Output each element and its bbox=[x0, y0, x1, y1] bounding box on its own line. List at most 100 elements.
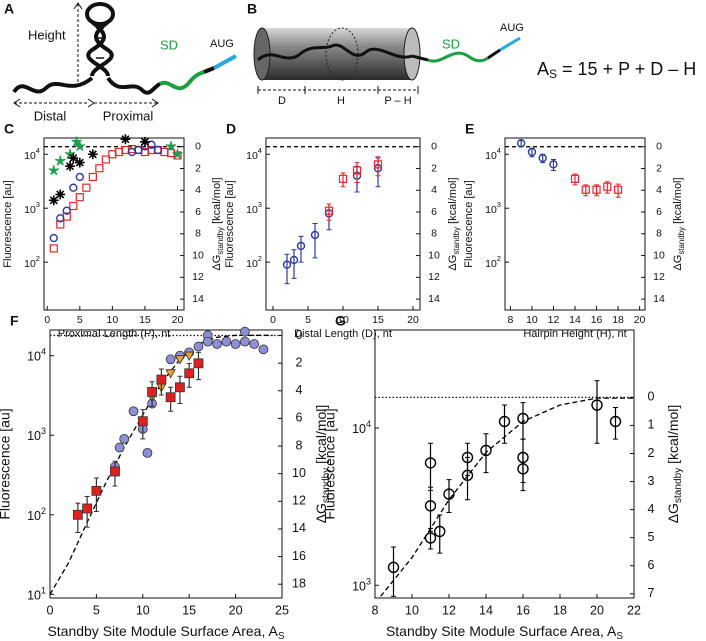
point bbox=[516, 139, 526, 148]
point bbox=[75, 193, 84, 202]
point bbox=[249, 339, 260, 349]
y-axis-title: Fluorescence [au] bbox=[0, 408, 13, 519]
point bbox=[387, 561, 400, 574]
error-cap bbox=[483, 433, 489, 474]
point bbox=[128, 406, 139, 417]
panel-letter: G bbox=[335, 313, 346, 329]
sd-label: SD bbox=[442, 36, 460, 51]
diagram-b: B SD AUG D H P – H AS = 15 + P + D – H bbox=[247, 1, 696, 107]
point bbox=[110, 466, 120, 477]
y2-tick-label: 0 bbox=[656, 140, 662, 152]
point bbox=[424, 500, 437, 512]
sd-segment bbox=[427, 51, 489, 63]
x-axis-title-part: Standby Site Module Surface Area, A bbox=[47, 623, 278, 639]
error-cap bbox=[446, 479, 452, 514]
y2-axis-title-part: [kcal/mol] bbox=[665, 405, 681, 468]
y-tick-label: 102 bbox=[485, 254, 501, 270]
y2-tick-label: 2 bbox=[431, 162, 437, 174]
y2-axis-title-part: standby bbox=[673, 467, 684, 503]
arrow-head bbox=[73, 2, 83, 10]
point bbox=[221, 336, 232, 347]
y2-axis-title-part: standby bbox=[216, 227, 225, 255]
base-pairs bbox=[96, 27, 104, 69]
y2-tick-label: 6 bbox=[648, 558, 655, 572]
x-tick-label: 10 bbox=[526, 314, 538, 326]
x-axis-title: Standby Site Module Surface Area, AS bbox=[47, 623, 284, 641]
aug-label: AUG bbox=[500, 22, 524, 34]
point bbox=[239, 326, 250, 337]
y2-tick-label: 10 bbox=[192, 249, 204, 261]
y2-tick-label: 5 bbox=[648, 530, 655, 544]
point bbox=[184, 368, 195, 379]
error-cap bbox=[550, 158, 556, 171]
x-tick-label: 15 bbox=[372, 314, 384, 326]
point bbox=[165, 354, 176, 365]
point bbox=[373, 160, 383, 169]
y2-axis-title-part: [kcal/mol] bbox=[672, 177, 684, 227]
x-tick-label: 20 bbox=[634, 314, 646, 326]
y-tick-label: 101 bbox=[27, 586, 46, 603]
point bbox=[101, 155, 110, 164]
point bbox=[56, 214, 65, 223]
x-tick-label: 10 bbox=[337, 314, 349, 326]
equation-lhs: A bbox=[537, 59, 549, 79]
point bbox=[147, 387, 157, 397]
point bbox=[65, 161, 75, 172]
point bbox=[549, 160, 558, 169]
point bbox=[62, 206, 71, 215]
error-cap bbox=[84, 495, 90, 528]
y2-tick-label: 14 bbox=[428, 293, 440, 305]
x-tick-label: 16 bbox=[516, 603, 530, 617]
y-axis-title: Fluorescence [au] bbox=[224, 180, 236, 267]
point bbox=[424, 457, 437, 469]
y2-tick-label: 10 bbox=[292, 466, 306, 480]
y2-tick-label: 4 bbox=[431, 184, 437, 196]
error-cap bbox=[583, 184, 589, 197]
y2-tick-label: 18 bbox=[292, 576, 306, 590]
error-cap bbox=[340, 172, 346, 188]
error-cap bbox=[195, 351, 201, 381]
panel-letter: B bbox=[247, 1, 257, 17]
plot-frame bbox=[43, 137, 185, 311]
x-tick-label: 16 bbox=[591, 314, 603, 326]
point bbox=[212, 339, 222, 349]
point bbox=[289, 255, 299, 265]
point bbox=[424, 532, 437, 544]
y2-tick-label: 6 bbox=[195, 206, 201, 218]
plot-frame bbox=[504, 137, 646, 311]
error-cap bbox=[149, 381, 155, 407]
point bbox=[142, 447, 153, 458]
point bbox=[174, 355, 186, 365]
cylinder-end bbox=[403, 27, 421, 81]
cylinder bbox=[262, 28, 412, 80]
y-axis-title: Fluorescence [au] bbox=[2, 180, 14, 267]
point bbox=[461, 451, 474, 464]
y2-tick-label: 8 bbox=[656, 228, 662, 240]
point bbox=[258, 344, 269, 355]
error-cap bbox=[140, 409, 146, 440]
error-cap bbox=[428, 442, 433, 492]
x-tick-label: 18 bbox=[553, 603, 567, 617]
x-tick-label: 22 bbox=[627, 603, 641, 617]
y2-axis-title-part: [kcal/mol] bbox=[447, 177, 459, 227]
point bbox=[91, 485, 102, 496]
y2-tick-label: 6 bbox=[296, 411, 303, 425]
point bbox=[603, 182, 612, 191]
error-cap bbox=[168, 386, 174, 412]
point bbox=[193, 358, 204, 369]
error-cap bbox=[312, 223, 318, 259]
y-tick-label: 104 bbox=[352, 419, 371, 436]
error-cap bbox=[112, 460, 118, 487]
error-cap bbox=[93, 477, 99, 512]
rna-outside bbox=[411, 54, 429, 62]
y2-axis-title-part: ΔG bbox=[672, 255, 684, 271]
point bbox=[48, 195, 59, 206]
x-tick-label: 25 bbox=[275, 603, 289, 617]
x-tick-label: 14 bbox=[569, 314, 581, 326]
point bbox=[140, 136, 150, 147]
y2-tick-label: 12 bbox=[653, 271, 665, 283]
point bbox=[282, 260, 292, 269]
x-tick-label: 20 bbox=[590, 603, 604, 617]
y2-tick-label: 8 bbox=[296, 438, 303, 452]
x-tick-label: 0 bbox=[270, 314, 276, 326]
